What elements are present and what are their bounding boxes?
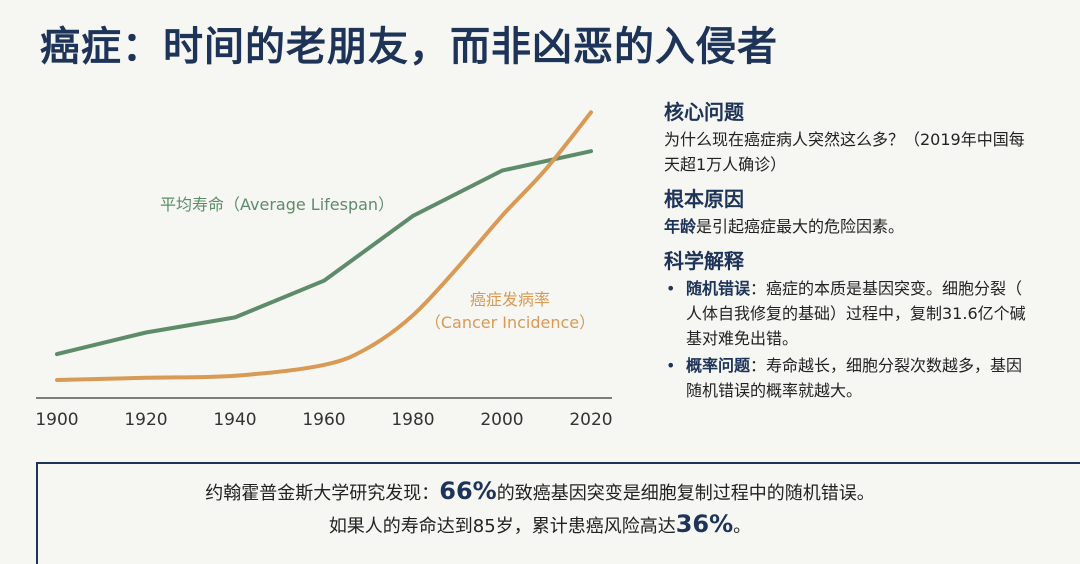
series-label-cancer-incidence: 癌症发病率 [470,290,550,309]
section-science: 科学解释 • 随机错误：癌症的本质是基因突变。细胞分裂（ 人体自我修复的基础）过… [664,249,1080,403]
callout-text: 约翰霍普金斯大学研究发现：66%的致癌基因突变是细胞复制过程中的随机错误。 如果… [0,476,1080,542]
section-title: 根本原因 [664,187,744,211]
section-text: 天超1万人确诊） [664,155,787,174]
series-label-average-lifespan: 平均寿命（Average Lifespan） [160,195,394,214]
x-tick-label: 1980 [391,410,434,430]
x-tick-label: 2020 [569,410,612,430]
list-line: 人体自我修复的基础）过程中，复制31.6亿个碱 [686,304,1026,323]
text: 约翰霍普金斯大学研究发现： [205,483,440,504]
text: 。 [733,516,752,537]
x-tick-label: 1940 [213,410,256,430]
page-title: 癌症：时间的老朋友，而非凶恶的入侵者 [40,24,778,70]
x-tick-label: 1960 [302,410,345,430]
keyword: 概率问题 [686,356,751,375]
x-tick-label: 1900 [35,410,78,430]
list-item: • 随机错误：癌症的本质是基因突变。细胞分裂（ 人体自我修复的基础）过程中，复制… [664,276,1080,351]
section-title: 科学解释 [664,249,744,273]
series-line-average-lifespan [55,149,593,357]
bullet-icon: • [666,356,676,375]
text: 如果人的寿命达到85岁，累计患癌风险高达 [328,516,676,537]
section-core-question: 核心问题 为什么现在癌症病人突然这么多？（2019年中国每 天超1万人确诊） [664,100,1080,177]
explanation-panel: 核心问题 为什么现在癌症病人突然这么多？（2019年中国每 天超1万人确诊） 根… [664,100,1080,413]
callout-line: 如果人的寿命达到85岁，累计患癌风险高达36%。 [0,509,1080,542]
section-title: 核心问题 [664,100,744,124]
section-root-cause: 根本原因 年龄是引起癌症最大的危险因素。 [664,187,1080,239]
series-line-cancer-incidence [55,110,593,382]
line-chart: 1900 1920 1940 1960 1980 2000 2020 平均寿命（Averag… [35,110,613,430]
text: ：癌症的本质是基因突变。细胞分裂（ [750,279,1023,298]
x-tick-label: 1920 [124,410,167,430]
series-label-cancer-incidence-en: （Cancer Incidence） [425,313,595,332]
text: 的致癌基因突变是细胞复制过程中的随机错误。 [496,483,875,504]
section-text: 为什么现在癌症病人突然这么多？（2019年中国每 [664,130,1025,149]
list-line: 概率问题：寿命越长，细胞分裂次数越多，基因 [686,353,1080,378]
section-text: 年龄是引起癌症最大的危险因素。 [664,214,1080,239]
text: ：寿命越长，细胞分裂次数越多，基因 [750,356,1023,375]
list-line: 随机错误的概率就越大。 [686,381,863,400]
keyword: 随机错误 [686,279,751,298]
bullet-list: • 随机错误：癌症的本质是基因突变。细胞分裂（ 人体自我修复的基础）过程中，复制… [664,276,1080,403]
list-line: 基对难免出错。 [686,329,799,348]
list-item: • 概率问题：寿命越长，细胞分裂次数越多，基因 随机错误的概率就越大。 [664,353,1080,403]
bullet-icon: • [666,279,676,298]
keyword: 年龄 [664,217,697,236]
callout-line: 约翰霍普金斯大学研究发现：66%的致癌基因突变是细胞复制过程中的随机错误。 [0,476,1080,509]
text: 是引起癌症最大的危险因素。 [696,217,905,236]
list-line: 随机错误：癌症的本质是基因突变。细胞分裂（ [686,276,1080,301]
highlight-percent: 36% [675,510,734,538]
callout-box [36,462,1080,564]
x-tick-label: 2000 [480,410,523,430]
highlight-percent: 66% [439,477,497,505]
